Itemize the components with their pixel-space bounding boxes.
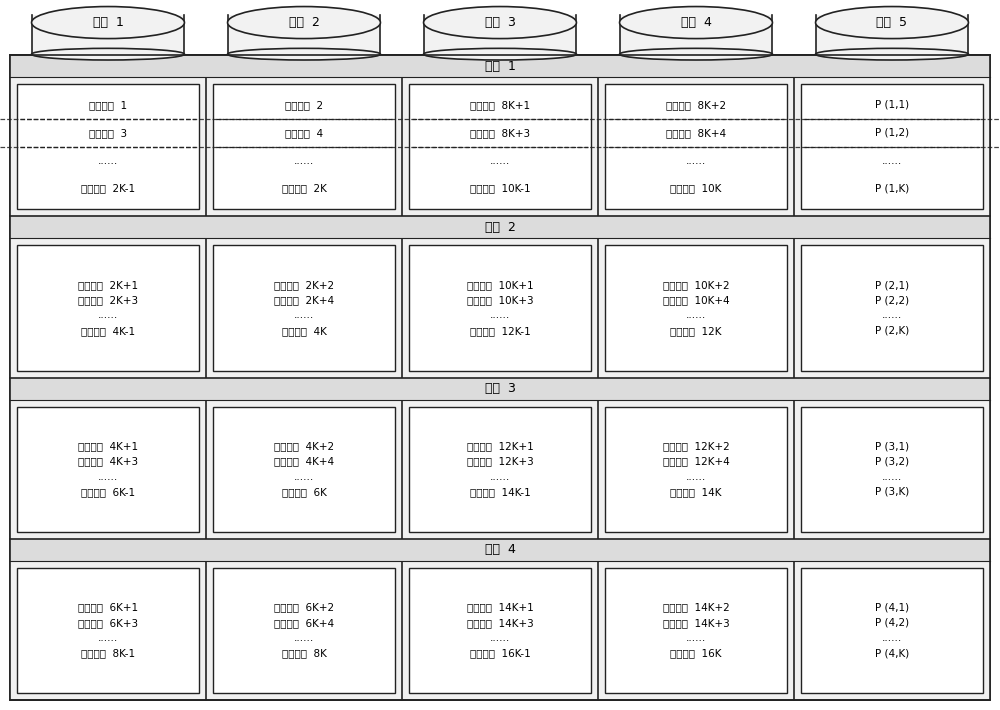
Bar xyxy=(620,16,772,54)
Text: ......: ...... xyxy=(882,155,902,165)
Text: 磁盘  1: 磁盘 1 xyxy=(93,16,123,29)
Bar xyxy=(10,378,990,400)
Bar xyxy=(10,55,206,700)
Bar xyxy=(816,16,968,54)
Bar xyxy=(213,568,395,693)
Text: 数据子块  4K+1
数据子块  4K+3
......
数据子块  6K-1: 数据子块 4K+1 数据子块 4K+3 ...... 数据子块 6K-1 xyxy=(78,442,138,497)
Text: 数据子块  10K: 数据子块 10K xyxy=(670,183,722,193)
Bar xyxy=(605,568,787,693)
Bar xyxy=(213,84,395,209)
Bar xyxy=(213,245,395,371)
Ellipse shape xyxy=(424,6,576,38)
Ellipse shape xyxy=(816,48,968,60)
Bar xyxy=(409,407,591,532)
Text: P (3,1)
P (3,2)
......
P (3,K): P (3,1) P (3,2) ...... P (3,K) xyxy=(875,442,909,497)
Text: P (1,2): P (1,2) xyxy=(875,128,909,138)
Bar xyxy=(17,568,199,693)
Text: P (1,1): P (1,1) xyxy=(875,100,909,110)
Bar xyxy=(801,407,983,532)
Text: 数据子块  8K+4: 数据子块 8K+4 xyxy=(666,128,726,138)
Text: 数据子块  6K+2
数据子块  6K+4
......
数据子块  8K: 数据子块 6K+2 数据子块 6K+4 ...... 数据子块 8K xyxy=(274,603,334,658)
Bar xyxy=(605,245,787,371)
Text: 数据子块  14K+1
数据子块  14K+3
......
数据子块  16K-1: 数据子块 14K+1 数据子块 14K+3 ...... 数据子块 16K-1 xyxy=(467,603,533,658)
Bar xyxy=(228,16,380,54)
Text: 数据子块  2K: 数据子块 2K xyxy=(282,183,326,193)
Text: 数据子块  2K+1
数据子块  2K+3
......
数据子块  4K-1: 数据子块 2K+1 数据子块 2K+3 ...... 数据子块 4K-1 xyxy=(78,280,138,336)
Text: 磁盘  3: 磁盘 3 xyxy=(485,16,515,29)
Text: P (2,1)
P (2,2)
......
P (2,K): P (2,1) P (2,2) ...... P (2,K) xyxy=(875,280,909,336)
Text: 数据子块  12K+2
数据子块  12K+4
......
数据子块  14K: 数据子块 12K+2 数据子块 12K+4 ...... 数据子块 14K xyxy=(663,442,729,497)
Text: P (1,K): P (1,K) xyxy=(875,183,909,193)
Text: 条带  1: 条带 1 xyxy=(485,60,515,72)
Text: 磁盘  2: 磁盘 2 xyxy=(289,16,319,29)
Bar xyxy=(409,84,591,209)
Text: 数据子块  14K+2
数据子块  14K+3
......
数据子块  16K: 数据子块 14K+2 数据子块 14K+3 ...... 数据子块 16K xyxy=(663,603,729,658)
Ellipse shape xyxy=(32,6,184,38)
Bar xyxy=(801,84,983,209)
Text: ......: ...... xyxy=(490,155,510,165)
Bar xyxy=(794,55,990,700)
Text: 数据子块  8K+2: 数据子块 8K+2 xyxy=(666,100,726,110)
Bar xyxy=(409,568,591,693)
Text: 数据子块  8K+3: 数据子块 8K+3 xyxy=(470,128,530,138)
Text: 条带  2: 条带 2 xyxy=(485,221,515,234)
Text: P (4,1)
P (4,2)
......
P (4,K): P (4,1) P (4,2) ...... P (4,K) xyxy=(875,603,909,658)
Text: 数据子块  3: 数据子块 3 xyxy=(89,128,127,138)
Text: ......: ...... xyxy=(98,155,118,165)
Text: 数据子块  10K+1
数据子块  10K+3
......
数据子块  12K-1: 数据子块 10K+1 数据子块 10K+3 ...... 数据子块 12K-1 xyxy=(467,280,533,336)
Bar xyxy=(605,84,787,209)
Text: 数据子块  2K-1: 数据子块 2K-1 xyxy=(81,183,135,193)
Text: ......: ...... xyxy=(686,155,706,165)
Text: 数据子块  2: 数据子块 2 xyxy=(285,100,323,110)
Bar xyxy=(213,407,395,532)
Text: 数据子块  10K+2
数据子块  10K+4
......
数据子块  12K: 数据子块 10K+2 数据子块 10K+4 ...... 数据子块 12K xyxy=(663,280,729,336)
Bar xyxy=(10,217,990,239)
Bar xyxy=(206,55,402,700)
Bar xyxy=(402,55,598,700)
Text: 数据子块  2K+2
数据子块  2K+4
......
数据子块  4K: 数据子块 2K+2 数据子块 2K+4 ...... 数据子块 4K xyxy=(274,280,334,336)
Ellipse shape xyxy=(620,48,772,60)
Ellipse shape xyxy=(424,48,576,60)
Text: 数据子块  6K+1
数据子块  6K+3
......
数据子块  8K-1: 数据子块 6K+1 数据子块 6K+3 ...... 数据子块 8K-1 xyxy=(78,603,138,658)
Bar xyxy=(17,84,199,209)
Ellipse shape xyxy=(228,6,380,38)
Text: ......: ...... xyxy=(294,155,314,165)
Text: 数据子块  8K+1: 数据子块 8K+1 xyxy=(470,100,530,110)
Bar xyxy=(424,16,576,54)
Ellipse shape xyxy=(228,48,380,60)
Ellipse shape xyxy=(620,6,772,38)
Text: 磁盘  5: 磁盘 5 xyxy=(876,16,908,29)
Bar xyxy=(598,55,794,700)
Text: 数据子块  12K+1
数据子块  12K+3
......
数据子块  14K-1: 数据子块 12K+1 数据子块 12K+3 ...... 数据子块 14K-1 xyxy=(467,442,533,497)
Bar xyxy=(409,245,591,371)
Text: 数据子块  4K+2
数据子块  4K+4
......
数据子块  6K: 数据子块 4K+2 数据子块 4K+4 ...... 数据子块 6K xyxy=(274,442,334,497)
Bar xyxy=(10,539,990,561)
Ellipse shape xyxy=(816,6,968,38)
Bar xyxy=(32,16,184,54)
Bar xyxy=(801,568,983,693)
Text: 磁盘  4: 磁盘 4 xyxy=(681,16,711,29)
Ellipse shape xyxy=(32,48,184,60)
Bar xyxy=(605,407,787,532)
Text: 数据子块  10K-1: 数据子块 10K-1 xyxy=(470,183,530,193)
Text: 数据子块  1: 数据子块 1 xyxy=(89,100,127,110)
Bar xyxy=(17,407,199,532)
Text: 条带  3: 条带 3 xyxy=(485,382,515,395)
Bar xyxy=(801,245,983,371)
Bar xyxy=(10,55,990,77)
Bar xyxy=(17,245,199,371)
Text: 数据子块  4: 数据子块 4 xyxy=(285,128,323,138)
Text: 条带  4: 条带 4 xyxy=(485,543,515,556)
